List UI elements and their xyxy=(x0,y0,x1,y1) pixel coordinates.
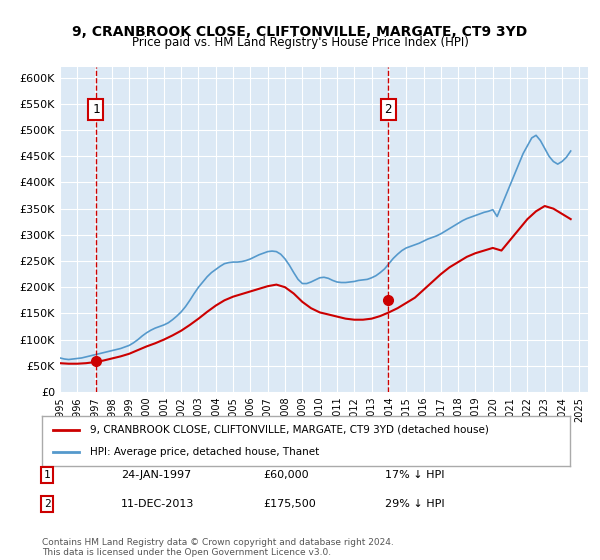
Text: 9, CRANBROOK CLOSE, CLIFTONVILLE, MARGATE, CT9 3YD: 9, CRANBROOK CLOSE, CLIFTONVILLE, MARGAT… xyxy=(73,25,527,39)
Text: HPI: Average price, detached house, Thanet: HPI: Average price, detached house, Than… xyxy=(89,447,319,457)
Text: 2: 2 xyxy=(385,103,392,116)
Text: 1: 1 xyxy=(44,470,50,480)
Text: £175,500: £175,500 xyxy=(264,499,317,509)
Text: 17% ↓ HPI: 17% ↓ HPI xyxy=(385,470,445,480)
Text: 1: 1 xyxy=(92,103,100,116)
Text: Price paid vs. HM Land Registry's House Price Index (HPI): Price paid vs. HM Land Registry's House … xyxy=(131,36,469,49)
Text: £60,000: £60,000 xyxy=(264,470,310,480)
Text: 9, CRANBROOK CLOSE, CLIFTONVILLE, MARGATE, CT9 3YD (detached house): 9, CRANBROOK CLOSE, CLIFTONVILLE, MARGAT… xyxy=(89,424,488,435)
Text: 2: 2 xyxy=(44,499,50,509)
Text: 29% ↓ HPI: 29% ↓ HPI xyxy=(385,499,445,509)
Text: Contains HM Land Registry data © Crown copyright and database right 2024.
This d: Contains HM Land Registry data © Crown c… xyxy=(42,538,394,557)
Text: 24-JAN-1997: 24-JAN-1997 xyxy=(121,470,191,480)
Text: 11-DEC-2013: 11-DEC-2013 xyxy=(121,499,194,509)
